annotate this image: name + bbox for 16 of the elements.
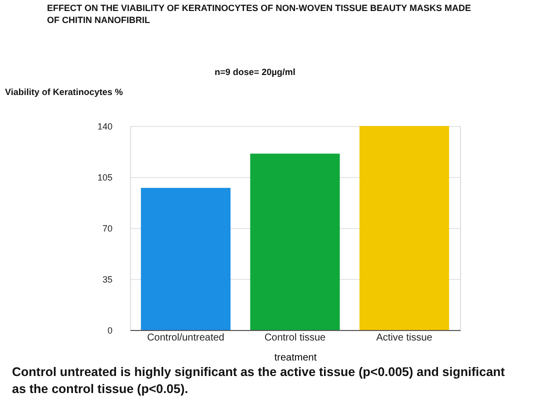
y-tick-label: 35 <box>102 274 112 284</box>
bar <box>359 126 450 330</box>
y-tick-label: 0 <box>107 326 112 336</box>
bar <box>140 188 231 330</box>
y-tick-label: 70 <box>102 224 112 234</box>
bar <box>250 154 340 330</box>
y-tick-label: 105 <box>97 172 112 182</box>
x-axis-title: treatment <box>274 352 317 364</box>
x-tick-label: Active tissue <box>376 332 433 344</box>
x-tick-label: Control/untreated <box>147 332 224 344</box>
text: Control untreated is highly significant as the active tissue (p<0.005) and significant as the control tissue (p<0.05). <box>12 365 506 396</box>
y-tick-label: 140 <box>97 122 112 132</box>
y-axis-title: Viability of Keratinocytes % <box>5 87 123 97</box>
chart-subtitle: n=9 dose= 20µg/ml <box>214 67 296 77</box>
chart-title: EFFECT ON THE VIABILITY OF KERATINOCYTES OF NON-WOVEN TISSUE BEAUTY MASKS MADE OF CHITIN NANOFIBRIL <box>47 3 472 26</box>
x-tick-label: Control tissue <box>264 332 326 344</box>
